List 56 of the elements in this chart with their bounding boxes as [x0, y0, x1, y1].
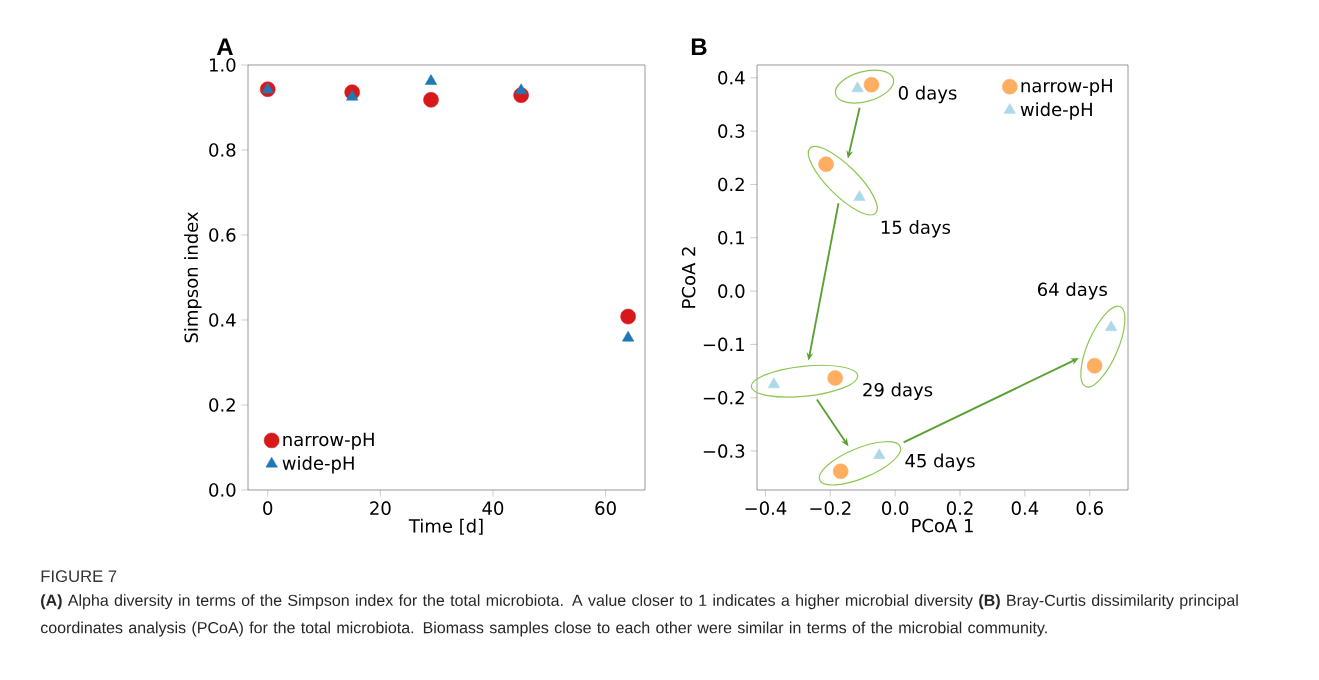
y-axis-title: Simpson index	[184, 211, 202, 343]
y-tick-label: 0.8	[209, 143, 236, 157]
y-tick-label: 0.6	[209, 228, 236, 242]
y-tick-label: −0.3	[703, 444, 745, 458]
point	[853, 190, 866, 201]
x-tick-label: 0.4	[1011, 501, 1039, 515]
x-tick-label: 20	[370, 501, 391, 515]
text: (A) Alpha diversity in terms of the Simpson index for the total microbiota. A value closer to 1 indicates a higher microbial diversity (B) Bray-Curtis dissimilarity principal coordinates analysis (PCoA) for the total microbiota. Biomass samples close to each other were similar in terms of the microbial community.	[40, 594, 1238, 637]
point	[832, 463, 849, 480]
point	[873, 448, 886, 459]
annotation: 45 days	[905, 453, 975, 471]
point	[851, 81, 864, 93]
point	[424, 74, 438, 85]
y-tick-label: 0.0	[718, 284, 745, 298]
x-tick-label: 40	[482, 501, 504, 515]
y-tick-label: −0.2	[703, 390, 744, 405]
x-tick-label: −0.2	[810, 501, 851, 515]
point	[1086, 358, 1103, 374]
x-tick-label: 0.2	[946, 501, 973, 515]
y-tick-label: 0.4	[209, 313, 236, 327]
legend-label: wide-pH	[282, 455, 354, 474]
y-tick-label: 0.3	[718, 124, 745, 138]
point	[346, 89, 359, 101]
chart-title: B	[691, 38, 707, 55]
point	[818, 156, 834, 172]
chart-title: A	[216, 38, 233, 55]
y-axis-title: PCoA 2	[681, 247, 696, 308]
annotation: 64 days	[1037, 282, 1107, 300]
x-axis-title: PCoA 1	[912, 518, 973, 533]
annotation: 0 days	[898, 85, 957, 104]
x-tick-label: 0	[263, 501, 273, 515]
legend-label: narrow-pH	[283, 432, 374, 450]
x-tick-label: 0.6	[1076, 501, 1103, 515]
y-tick-label: 0.2	[209, 398, 235, 412]
y-tick-label: 0.4	[718, 70, 745, 85]
point	[767, 377, 780, 388]
point	[827, 370, 843, 386]
x-tick-label: −0.4	[745, 501, 787, 515]
x-tick-label: 0.0	[882, 501, 909, 515]
y-tick-label: −0.1	[703, 337, 744, 352]
point	[423, 92, 439, 108]
x-axis-title: Time [d]	[408, 518, 483, 535]
point	[620, 308, 636, 325]
point	[1105, 320, 1118, 331]
y-tick-label: 0.1	[718, 230, 744, 245]
annotation: 29 days	[863, 382, 933, 400]
point	[622, 330, 635, 342]
legend-label: wide-pH	[1020, 102, 1092, 120]
y-tick-label: 0.2	[718, 177, 744, 192]
point	[515, 83, 528, 95]
y-tick-label: 1.0	[209, 58, 236, 72]
annotation: 15 days	[881, 220, 951, 238]
caption: FIGURE 7	[41, 570, 117, 583]
legend-label: narrow-pH	[1021, 79, 1112, 96]
x-tick-label: 60	[595, 501, 616, 515]
y-tick-label: 0.0	[209, 483, 236, 497]
